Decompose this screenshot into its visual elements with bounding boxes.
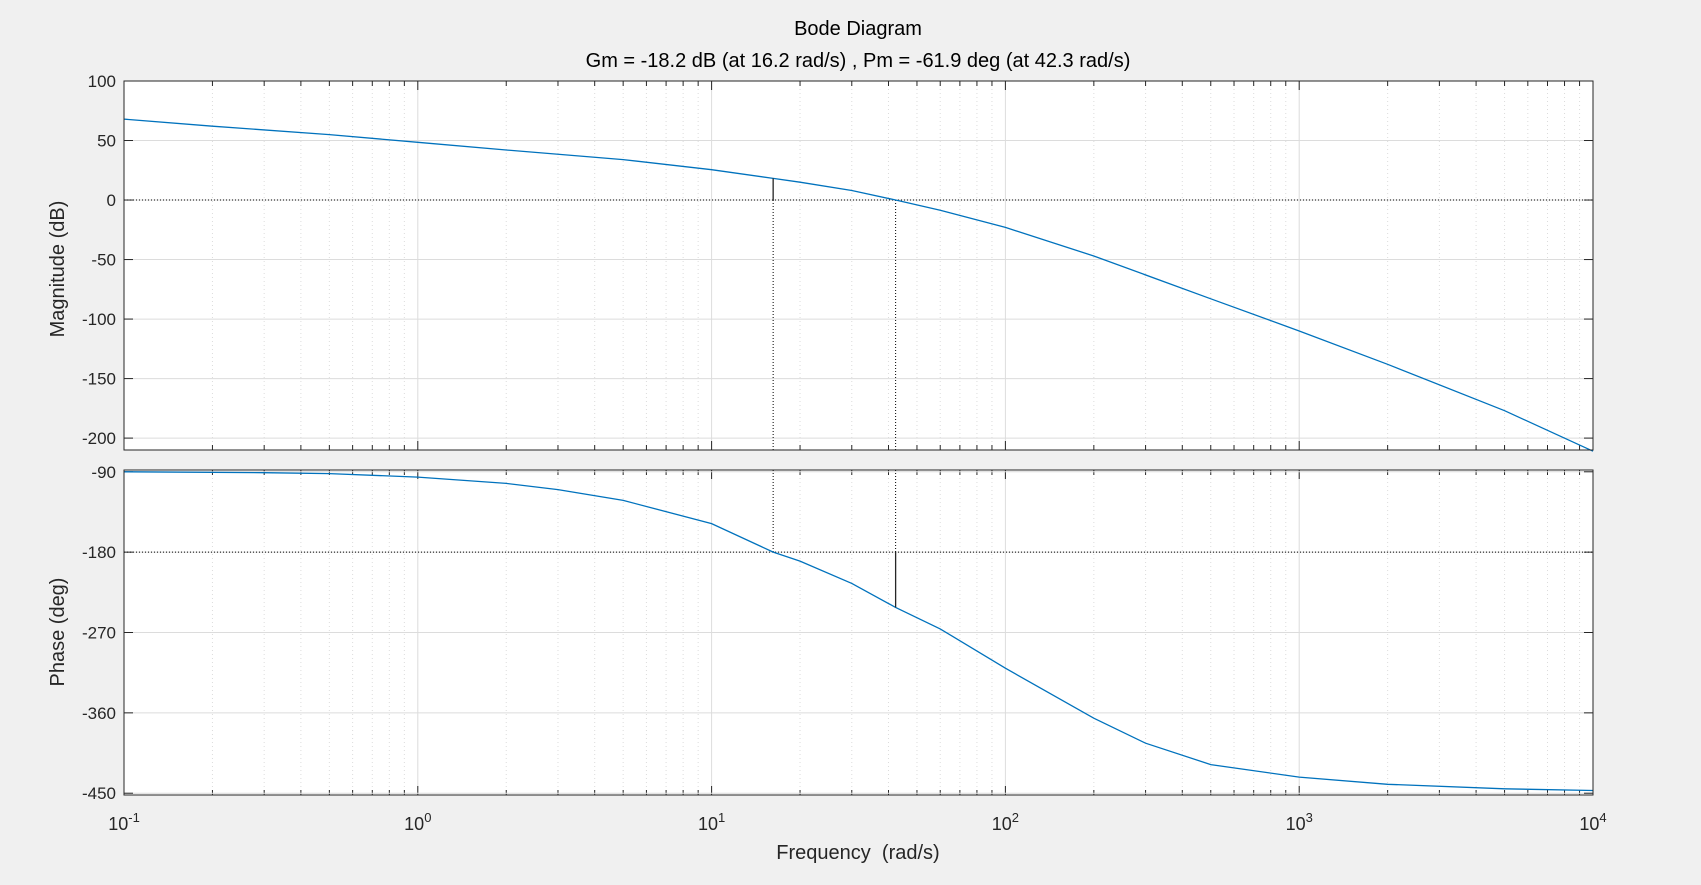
magnitude-axes-box [123, 80, 1594, 451]
phase-panel: -90 -180 -270 -360 -450 [82, 463, 1594, 803]
magnitude-response-line [123, 118, 1594, 452]
magnitude-y-tick-label: -150 [82, 370, 116, 389]
x-tick-label: 103 [1286, 810, 1313, 834]
magnitude-y-tick-label: 0 [107, 191, 116, 210]
magnitude-y-tick-label: 50 [97, 132, 116, 151]
magnitude-axis-label: Magnitude (dB) [47, 201, 69, 338]
x-tick-label: 101 [698, 810, 725, 834]
x-tick-label: 10-1 [108, 810, 140, 834]
phase-y-tick-label: -270 [82, 624, 116, 643]
magnitude-axes-area [124, 81, 1593, 450]
x-axis-label: Frequency (rad/s) [776, 842, 939, 864]
chart-title: Bode Diagram [794, 18, 922, 40]
magnitude-y-tick-label: -200 [82, 429, 116, 448]
x-tick-label: 102 [992, 810, 1019, 834]
x-tick-label: 100 [404, 810, 431, 834]
phase-response-line [123, 471, 1594, 792]
magnitude-y-tick-label: 100 [88, 72, 116, 91]
phase-y-tick-label: -90 [91, 463, 116, 482]
phase-y-tick-label: -180 [82, 543, 116, 562]
phase-axis-label: Phase (deg) [47, 578, 69, 687]
magnitude-y-tick-label: -50 [91, 251, 116, 270]
phase-axes-box [123, 469, 1594, 796]
x-tick-label: 104 [1579, 810, 1606, 834]
magnitude-panel: 100 50 0 -50 -100 -150 -200 [82, 72, 1594, 452]
phase-y-tick-label: -360 [82, 704, 116, 723]
chart-subtitle: Gm = -18.2 dB (at 16.2 rad/s) , Pm = -61… [586, 50, 1131, 72]
x-axis-tick-labels: 10-1 100 101 102 103 104 [108, 810, 1606, 834]
magnitude-y-tick-label: -100 [82, 310, 116, 329]
phase-y-tick-label: -450 [82, 784, 116, 803]
